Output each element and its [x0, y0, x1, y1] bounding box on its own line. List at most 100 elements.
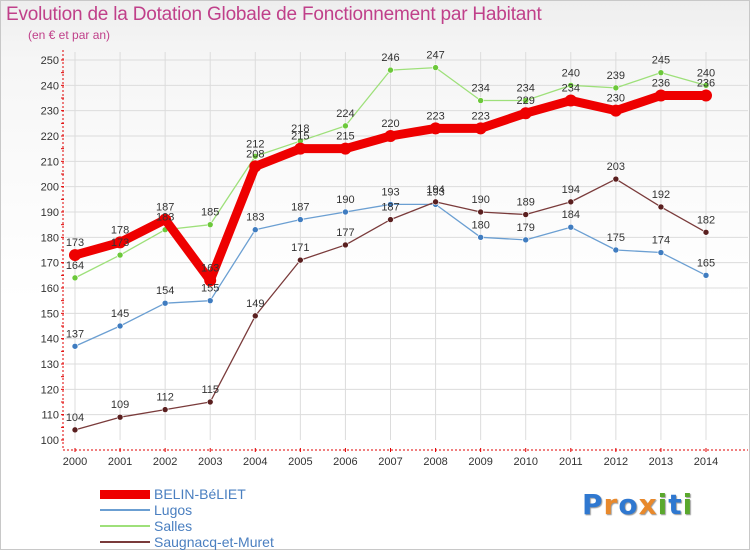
data-label-salles: 234: [517, 83, 535, 95]
chart-subtitle: (en € et par an): [28, 28, 111, 42]
data-point-belin-b-liet: [474, 122, 487, 135]
data-point-belin-b-liet: [249, 160, 262, 173]
data-point-lugos: [161, 299, 169, 307]
data-label-saugnacq-et-muret: 203: [607, 161, 625, 173]
data-label-lugos: 183: [246, 212, 264, 224]
data-point-salles: [116, 251, 124, 259]
data-point-belin-b-liet: [114, 236, 127, 249]
data-point-belin-b-liet: [564, 94, 577, 107]
data-point-salles: [206, 221, 214, 228]
x-tick-label-2008: 2008: [423, 456, 447, 468]
x-tick-label-2001: 2001: [108, 456, 132, 468]
x-tick-label-2011: 2011: [559, 456, 583, 468]
y-tick-label-210: 210: [41, 156, 59, 168]
y-tick-label-200: 200: [41, 182, 59, 194]
data-label-salles: 240: [562, 67, 580, 79]
data-label-belin-b-liet: 236: [652, 77, 670, 89]
x-tick-label-2013: 2013: [649, 456, 673, 468]
legend-label-salles: Salles: [154, 518, 193, 534]
legend-swatch-saugnacq-et-muret: [100, 541, 150, 543]
data-point-lugos: [387, 201, 394, 208]
data-point-belin-b-liet: [429, 122, 442, 135]
data-label-saugnacq-et-muret: 190: [471, 194, 489, 206]
data-point-saugnacq-et-muret: [342, 241, 349, 249]
data-label-lugos: 165: [697, 257, 715, 269]
data-point-belin-b-liet: [294, 142, 307, 155]
data-label-salles: 185: [201, 207, 219, 219]
data-point-lugos: [567, 223, 575, 231]
data-label-belin-b-liet: 215: [291, 131, 309, 143]
data-point-belin-b-liet: [339, 142, 352, 155]
data-point-lugos: [251, 226, 259, 234]
data-point-salles: [432, 64, 439, 71]
data-label-belin-b-liet: 234: [562, 83, 580, 95]
x-tick-label-2010: 2010: [513, 456, 537, 468]
data-point-saugnacq-et-muret: [297, 256, 304, 264]
proxiti-logo: Proxiti: [582, 488, 693, 521]
logo-letter: r: [603, 488, 619, 521]
data-point-lugos: [297, 216, 304, 223]
data-point-salles: [612, 84, 620, 92]
data-label-salles: 212: [246, 138, 264, 150]
data-label-saugnacq-et-muret: 104: [66, 412, 84, 424]
x-tick-label-2006: 2006: [333, 456, 357, 468]
y-tick-label-220: 220: [41, 131, 59, 143]
data-label-lugos: 184: [562, 209, 580, 221]
data-point-lugos: [116, 322, 124, 330]
data-point-saugnacq-et-muret: [251, 312, 259, 320]
data-point-saugnacq-et-muret: [432, 198, 439, 206]
legend-label-lugos: Lugos: [154, 502, 193, 518]
data-point-belin-b-liet: [609, 104, 622, 117]
data-point-salles: [342, 122, 349, 130]
x-tick-label-2014: 2014: [694, 456, 718, 468]
data-label-belin-b-liet: 223: [426, 110, 444, 122]
data-point-belin-b-liet: [204, 274, 217, 287]
data-label-lugos: 175: [607, 232, 625, 244]
y-tick-label-240: 240: [41, 80, 59, 92]
data-label-salles: 224: [336, 108, 354, 120]
data-label-salles: 246: [381, 52, 399, 64]
data-label-belin-b-liet: 215: [336, 131, 354, 143]
data-point-salles: [657, 69, 665, 76]
data-label-saugnacq-et-muret: 192: [652, 189, 670, 201]
data-label-lugos: 187: [291, 202, 309, 214]
data-label-lugos: 190: [336, 194, 354, 206]
data-point-salles: [477, 97, 484, 104]
logo-letter: i: [682, 488, 694, 521]
logo-letter: o: [618, 488, 639, 521]
x-tick-label-2005: 2005: [288, 456, 312, 468]
data-label-belin-b-liet: 236: [697, 77, 715, 89]
data-point-saugnacq-et-muret: [477, 208, 484, 216]
y-tick-label-140: 140: [41, 334, 59, 346]
y-tick-label-170: 170: [41, 258, 59, 270]
data-point-saugnacq-et-muret: [206, 398, 214, 406]
legend-swatch-lugos: [100, 509, 150, 511]
data-point-salles: [71, 274, 79, 282]
data-label-saugnacq-et-muret: 112: [156, 392, 174, 404]
data-label-saugnacq-et-muret: 109: [111, 399, 129, 411]
data-label-salles: 245: [652, 55, 670, 67]
data-point-lugos: [477, 234, 484, 241]
data-label-belin-b-liet: 230: [607, 93, 625, 105]
legend-item-lugos: Lugos: [100, 502, 274, 518]
data-point-belin-b-liet: [159, 213, 172, 226]
x-tick-label-2003: 2003: [198, 456, 222, 468]
data-label-saugnacq-et-muret: 187: [381, 202, 399, 214]
data-point-lugos: [71, 342, 79, 350]
data-point-salles: [387, 66, 394, 74]
data-label-belin-b-liet: 173: [66, 237, 84, 249]
data-point-lugos: [206, 297, 214, 304]
y-tick-label-250: 250: [41, 55, 59, 67]
logo-letter: i: [657, 488, 669, 521]
data-point-belin-b-liet: [700, 89, 712, 102]
data-label-belin-b-liet: 223: [471, 110, 489, 122]
x-tick-label-2009: 2009: [468, 456, 492, 468]
data-label-lugos: 193: [426, 186, 444, 198]
logo-letter: P: [582, 488, 604, 521]
legend-swatch-belin-b-liet: [100, 489, 150, 499]
data-label-lugos: 145: [111, 308, 129, 320]
x-tick-label-2000: 2000: [63, 456, 87, 468]
data-label-lugos: 179: [517, 222, 535, 234]
legend-item-salles: Salles: [100, 518, 274, 534]
